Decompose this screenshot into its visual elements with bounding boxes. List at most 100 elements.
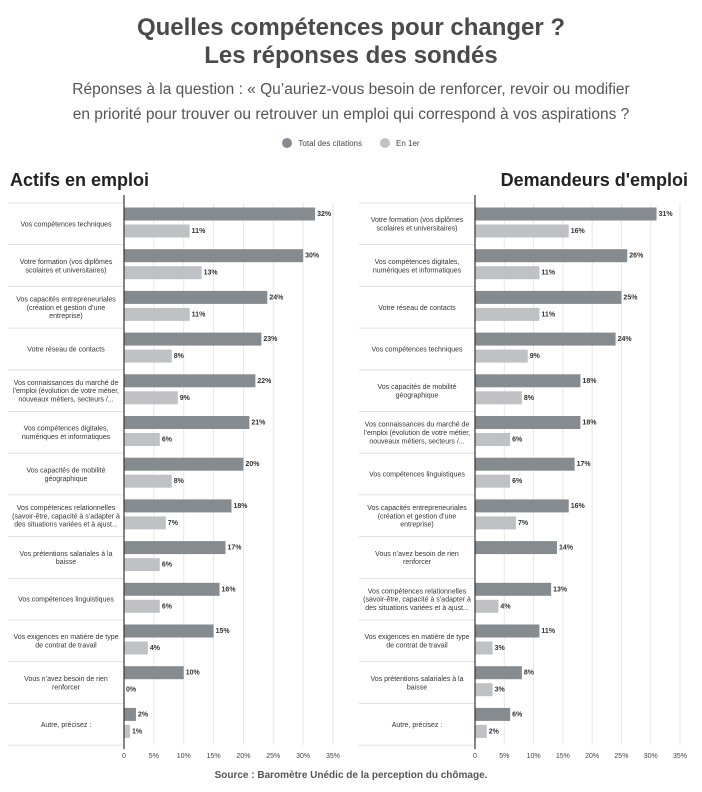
demandeurs-value-label-first: 11%: [541, 270, 555, 277]
demandeurs-value-label-total: 18%: [582, 378, 597, 385]
demandeurs-tick-label: 25%: [614, 753, 628, 760]
actifs-value-label-first: 8%: [174, 353, 185, 360]
actifs-bar-first: [124, 641, 148, 655]
demandeurs-value-label-first: 4%: [500, 603, 511, 610]
actifs-bar-total: [124, 374, 256, 388]
demandeurs-bar-first: [475, 516, 516, 530]
demandeurs-bar-total: [475, 332, 616, 346]
demandeurs-value-label-total: 8%: [524, 670, 535, 677]
demandeurs-bar-total: [475, 541, 557, 555]
demandeurs-value-label-total: 13%: [553, 586, 568, 593]
subtitle-line2: en priorité pour trouver ou retrouver un…: [72, 106, 630, 123]
legend-label-first: En 1er: [396, 138, 420, 148]
actifs-value-label-first: 4%: [150, 645, 161, 652]
actifs-bar-total: [124, 249, 304, 263]
demandeurs-tick-label: 10%: [527, 753, 541, 760]
actifs-tick-label: 35%: [326, 753, 340, 760]
actifs-value-label-total: 10%: [186, 670, 201, 677]
legend-swatch-first: [380, 138, 390, 148]
demandeurs-category-label: Vos prétentions salariales à la baisse: [371, 676, 464, 691]
actifs-bar-total: [124, 290, 268, 304]
demandeurs-value-label-total: 31%: [659, 211, 674, 218]
actifs-bar-total: [124, 666, 184, 680]
actifs-tick-label: 25%: [266, 753, 280, 760]
demandeurs-value-label-first: 11%: [541, 311, 555, 318]
actifs-tick-label: 0: [122, 753, 126, 760]
actifs-value-label-total: 22%: [257, 378, 272, 385]
actifs-value-label-total: 15%: [216, 628, 231, 635]
actifs-bar-first: [124, 307, 190, 321]
actifs-value-label-total: 2%: [138, 711, 149, 718]
actifs-value-label-first: 6%: [162, 562, 173, 569]
actifs-tick-label: 30%: [296, 753, 310, 760]
demandeurs-bar-total: [475, 624, 540, 638]
actifs-bar-first: [124, 516, 166, 530]
actifs-tick-label: 10%: [177, 753, 191, 760]
actifs-category-label: Vos connaissances du marché de l’emploi (…: [13, 380, 119, 404]
actifs-value-label-first: 6%: [162, 437, 173, 444]
actifs-value-label-total: 21%: [251, 420, 266, 427]
panel-title-demandeurs: Demandeurs d'emploi: [500, 170, 688, 190]
actifs-tick-label: 20%: [236, 753, 250, 760]
actifs-bar-total: [124, 541, 226, 555]
actifs-value-label-total: 17%: [228, 545, 243, 552]
actifs-value-label-first: 6%: [162, 603, 173, 610]
demandeurs-bar-total: [475, 290, 622, 304]
demandeurs-category-label: Vos capacités entrepreneuriales (création…: [367, 505, 467, 529]
demandeurs-tick-label: 0: [473, 753, 477, 760]
actifs-bar-total: [124, 332, 262, 346]
demandeurs-category-label: Vos compétences digitales, numériques et …: [373, 259, 462, 274]
demandeurs-bar-total: [475, 499, 569, 513]
demandeurs-bar-first: [475, 307, 540, 321]
demandeurs-value-label-total: 25%: [623, 294, 638, 301]
demandeurs-bar-total: [475, 416, 581, 429]
legend: Total des citations En 1er: [0, 138, 702, 148]
demandeurs-value-label-first: 3%: [495, 645, 506, 652]
demandeurs-bar-first: [475, 349, 528, 363]
chart-title-line1: Quelles compétences pour changer ?: [136, 14, 566, 41]
actifs-category-label: Vos compétences relationnelles (savoir-êt…: [12, 505, 120, 529]
demandeurs-tick-label: 30%: [644, 753, 658, 760]
demandeurs-value-label-total: 16%: [571, 503, 586, 510]
actifs-bar-total: [124, 582, 220, 596]
source-note: Source : Baromètre Unédic de la percepti…: [214, 770, 488, 781]
demandeurs-value-label-total: 26%: [629, 253, 644, 260]
actifs-value-label-first: 0%: [126, 687, 137, 694]
actifs-category-label: Vos capacités entrepreneuriales (création…: [16, 296, 116, 320]
demandeurs-value-label-first: 16%: [571, 228, 586, 235]
actifs-value-label-first: 8%: [174, 478, 185, 485]
demandeurs-bar-first: [475, 641, 493, 655]
actifs-value-label-total: 16%: [222, 586, 237, 593]
actifs-value-label-first: 11%: [192, 228, 206, 235]
demandeurs-bar-first: [475, 474, 511, 488]
actifs-value-label-first: 7%: [168, 520, 179, 527]
actifs-bar-first: [124, 266, 202, 280]
demandeurs-tick-label: 15%: [556, 753, 570, 760]
actifs-value-label-total: 20%: [245, 461, 260, 468]
demandeurs-value-label-total: 6%: [512, 711, 523, 718]
demandeurs-category-label: Vos connaissances du marché de l’emploi (…: [364, 421, 470, 445]
actifs-bar-first: [124, 724, 130, 738]
actifs-category-label: Vos compétences digitales, numériques et …: [22, 426, 111, 441]
demandeurs-bar-total: [475, 249, 628, 263]
legend-label-total: Total des citations: [298, 138, 362, 148]
actifs-category-label: Vos exigences en matière de type de contr…: [13, 634, 118, 649]
demandeurs-value-label-total: 24%: [618, 336, 633, 343]
actifs-category-label: Vos compétences techniques: [20, 221, 112, 228]
actifs-category-label: Vos compétences linguistiques: [18, 597, 114, 604]
actifs-bar-total: [124, 207, 316, 221]
chart-title-line2: Les réponses des sondés: [204, 42, 498, 69]
demandeurs-category-label: Vous n’avez besoin de rien renforcer: [375, 551, 459, 566]
demandeurs-bar-total: [475, 666, 522, 680]
actifs-bar-total: [124, 457, 244, 471]
actifs-value-label-total: 30%: [305, 253, 320, 260]
chart-demandeurs: 0 5% 10% 15% 20% 25% 30% 35% Votre formation (vo…: [359, 195, 687, 760]
legend-item-first: En 1er: [380, 138, 420, 148]
actifs-bar-first: [124, 224, 190, 238]
demandeurs-value-label-first: 6%: [512, 437, 523, 444]
actifs-bar-first: [124, 474, 172, 488]
actifs-value-label-first: 9%: [180, 395, 191, 402]
demandeurs-value-label-total: 18%: [582, 420, 597, 427]
actifs-tick-label: 15%: [207, 753, 221, 760]
